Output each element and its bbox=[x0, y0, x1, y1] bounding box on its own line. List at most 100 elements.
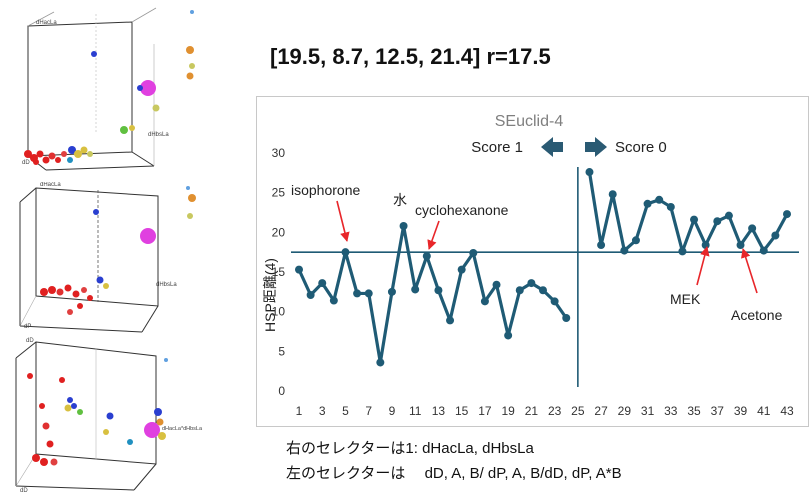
data-point bbox=[318, 279, 327, 288]
data-point bbox=[666, 202, 675, 211]
3d-scatter-svg-3: dD dHacLa*dHbsLa dD bbox=[15, 338, 203, 494]
hsp-distance-chart: SEuclid-4 Score 1 Score 0 HSP距離(4) 0 5 10 1… bbox=[256, 96, 809, 427]
data-point bbox=[492, 280, 501, 289]
3d-point bbox=[137, 85, 143, 91]
data-point bbox=[399, 221, 408, 230]
x-tick-label: 3 bbox=[319, 404, 326, 418]
3d-point bbox=[27, 373, 33, 379]
3d-point bbox=[42, 156, 50, 164]
3d-point bbox=[61, 151, 67, 157]
annotation-label: MEK bbox=[670, 291, 701, 307]
y-tick-label: 25 bbox=[272, 186, 286, 200]
x-tick-label: 15 bbox=[455, 404, 469, 418]
data-point bbox=[631, 236, 640, 245]
data-point bbox=[434, 286, 443, 295]
3d-scatter-plot-2[interactable]: dHacLa dHbsLa dP bbox=[6, 182, 216, 334]
3d-point bbox=[140, 80, 156, 96]
3d-scatter-svg-1: dHacLa dHbsLa dD bbox=[22, 7, 195, 171]
3d-point bbox=[72, 290, 80, 298]
arrow-left-icon bbox=[541, 137, 563, 157]
data-point bbox=[539, 286, 547, 295]
x-tick-label: 25 bbox=[571, 404, 585, 418]
data-point bbox=[783, 210, 791, 219]
data-point bbox=[550, 297, 559, 306]
annotation-layer: isophorone 水 cyclohexanone MEK Acetone bbox=[291, 182, 783, 323]
x-tick-label: 5 bbox=[342, 404, 349, 418]
x-tick-label: 19 bbox=[501, 404, 515, 418]
score-0-label: Score 0 bbox=[615, 139, 667, 156]
y-tick-label: 30 bbox=[272, 146, 286, 160]
3d-point bbox=[186, 46, 194, 54]
annotation-arrow bbox=[696, 246, 710, 286]
x-tick-label: 17 bbox=[478, 404, 492, 418]
3d-point bbox=[186, 186, 190, 190]
3d-axis-label-bottom-2: dP bbox=[24, 324, 31, 330]
data-point bbox=[353, 289, 362, 298]
3d-point bbox=[32, 454, 40, 462]
headline-parameters: [19.5, 8.7, 12.5, 21.4] r=17.5 bbox=[270, 44, 551, 69]
3d-point bbox=[152, 104, 160, 112]
3d-point bbox=[91, 51, 97, 57]
3d-point bbox=[127, 439, 133, 445]
x-tick-label: 27 bbox=[594, 404, 608, 418]
selector-note-right: 右のセレクターは1: dHacLa, dHbsLa bbox=[286, 440, 534, 457]
data-point bbox=[736, 241, 745, 250]
3d-scatter-plot-1[interactable]: dHacLa dHbsLa dD bbox=[6, 4, 216, 180]
x-tick-label: 37 bbox=[711, 404, 725, 418]
y-axis-ticks: 0 5 10 15 20 25 30 bbox=[272, 146, 286, 398]
data-point bbox=[364, 289, 373, 298]
3d-point bbox=[81, 287, 87, 293]
3d-scatter-plot-3[interactable]: dD dHacLa*dHbsLa dD bbox=[6, 336, 216, 494]
data-point bbox=[306, 291, 315, 300]
data-point bbox=[771, 231, 780, 240]
3d-axis-label-right-1: dHbsLa bbox=[148, 132, 169, 138]
annotation-arrow bbox=[427, 220, 440, 250]
x-tick-label: 31 bbox=[641, 404, 655, 418]
x-tick-label: 1 bbox=[296, 404, 303, 418]
3d-point bbox=[129, 125, 135, 131]
3d-point bbox=[56, 288, 64, 296]
data-point bbox=[515, 286, 524, 295]
data-point bbox=[748, 224, 757, 233]
x-tick-label: 7 bbox=[365, 404, 372, 418]
3d-point bbox=[42, 422, 50, 430]
series-layer bbox=[295, 168, 791, 367]
data-point bbox=[295, 265, 303, 274]
x-tick-label: 13 bbox=[432, 404, 446, 418]
3d-point bbox=[87, 151, 93, 157]
data-point bbox=[341, 248, 350, 257]
x-tick-label: 21 bbox=[525, 404, 539, 418]
3d-point bbox=[103, 283, 109, 289]
3d-point bbox=[87, 295, 93, 301]
3d-point bbox=[39, 403, 45, 409]
3d-axis-label-top-2: dHacLa bbox=[40, 182, 61, 188]
y-tick-label: 0 bbox=[278, 384, 285, 398]
score-1-label: Score 1 bbox=[471, 139, 523, 156]
series-line bbox=[587, 171, 789, 253]
3d-point bbox=[64, 404, 72, 412]
data-point bbox=[597, 241, 606, 250]
data-point bbox=[701, 241, 710, 250]
data-point bbox=[329, 296, 338, 305]
data-point bbox=[690, 215, 699, 224]
3d-point bbox=[156, 418, 164, 426]
data-point bbox=[469, 248, 478, 257]
x-tick-label: 23 bbox=[548, 404, 562, 418]
annotation-label: 水 bbox=[393, 192, 407, 208]
3d-axis-label-right-2: dHbsLa bbox=[156, 282, 177, 288]
3d-point bbox=[77, 303, 83, 309]
3d-point bbox=[55, 157, 61, 163]
data-point bbox=[643, 199, 652, 208]
3d-scatter-svg-2: dHacLa dHbsLa dP bbox=[19, 182, 196, 333]
data-point bbox=[411, 285, 420, 294]
3d-point bbox=[48, 152, 56, 160]
3d-point bbox=[187, 213, 193, 219]
data-point bbox=[620, 246, 629, 255]
data-point bbox=[504, 331, 513, 340]
arrow-right-icon bbox=[585, 137, 607, 157]
3d-point bbox=[140, 228, 156, 244]
chart-svg: SEuclid-4 Score 1 Score 0 HSP距離(4) 0 5 10 1… bbox=[262, 113, 799, 418]
selector-note-left: 左のセレクターは dD, A, B/ dP, A, B/dD, dP, A*B bbox=[286, 465, 622, 482]
data-point bbox=[387, 287, 396, 296]
y-axis-label: HSP距離(4) bbox=[262, 258, 278, 332]
